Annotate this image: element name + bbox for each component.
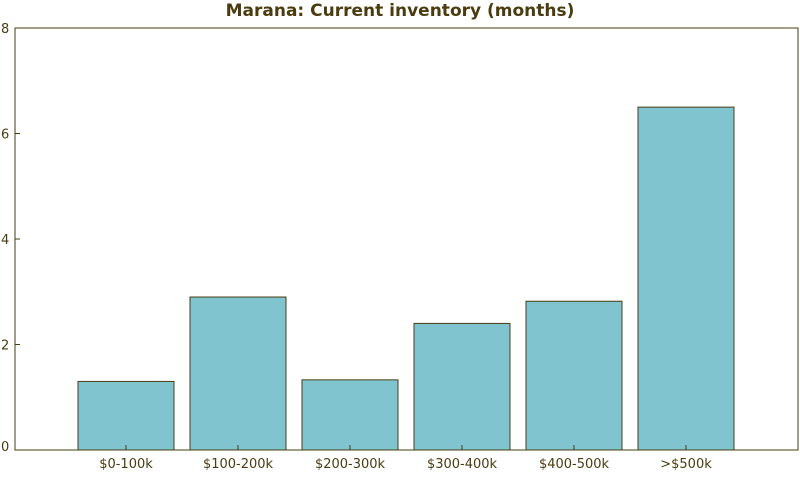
bar <box>189 296 287 451</box>
x-tick-label: $0-100k <box>99 457 153 472</box>
bar <box>525 300 623 451</box>
x-tick-label: $300-400k <box>427 457 498 472</box>
x-tick-label: $100-200k <box>203 457 274 472</box>
bar <box>637 106 735 451</box>
y-tick-label: 0 <box>1 440 9 455</box>
y-tick-label: 2 <box>1 339 9 354</box>
y-tick-label: 4 <box>1 233 9 248</box>
bar <box>413 322 511 451</box>
y-tick-label: 6 <box>1 128 9 143</box>
bar <box>301 379 399 451</box>
y-axis: 0 2 4 6 8 <box>1 22 20 455</box>
x-axis: $0-100k $100-200k $200-300k $300-400k $400-5… <box>99 445 712 472</box>
x-tick-label: $200-300k <box>315 457 386 472</box>
chart-title: Marana: Current inventory (months) <box>225 1 575 21</box>
bars <box>77 106 735 451</box>
x-tick-label: $400-500k <box>539 457 610 472</box>
x-tick-label: >$500k <box>660 457 712 472</box>
y-tick-label: 8 <box>1 22 9 37</box>
bar <box>77 380 175 451</box>
